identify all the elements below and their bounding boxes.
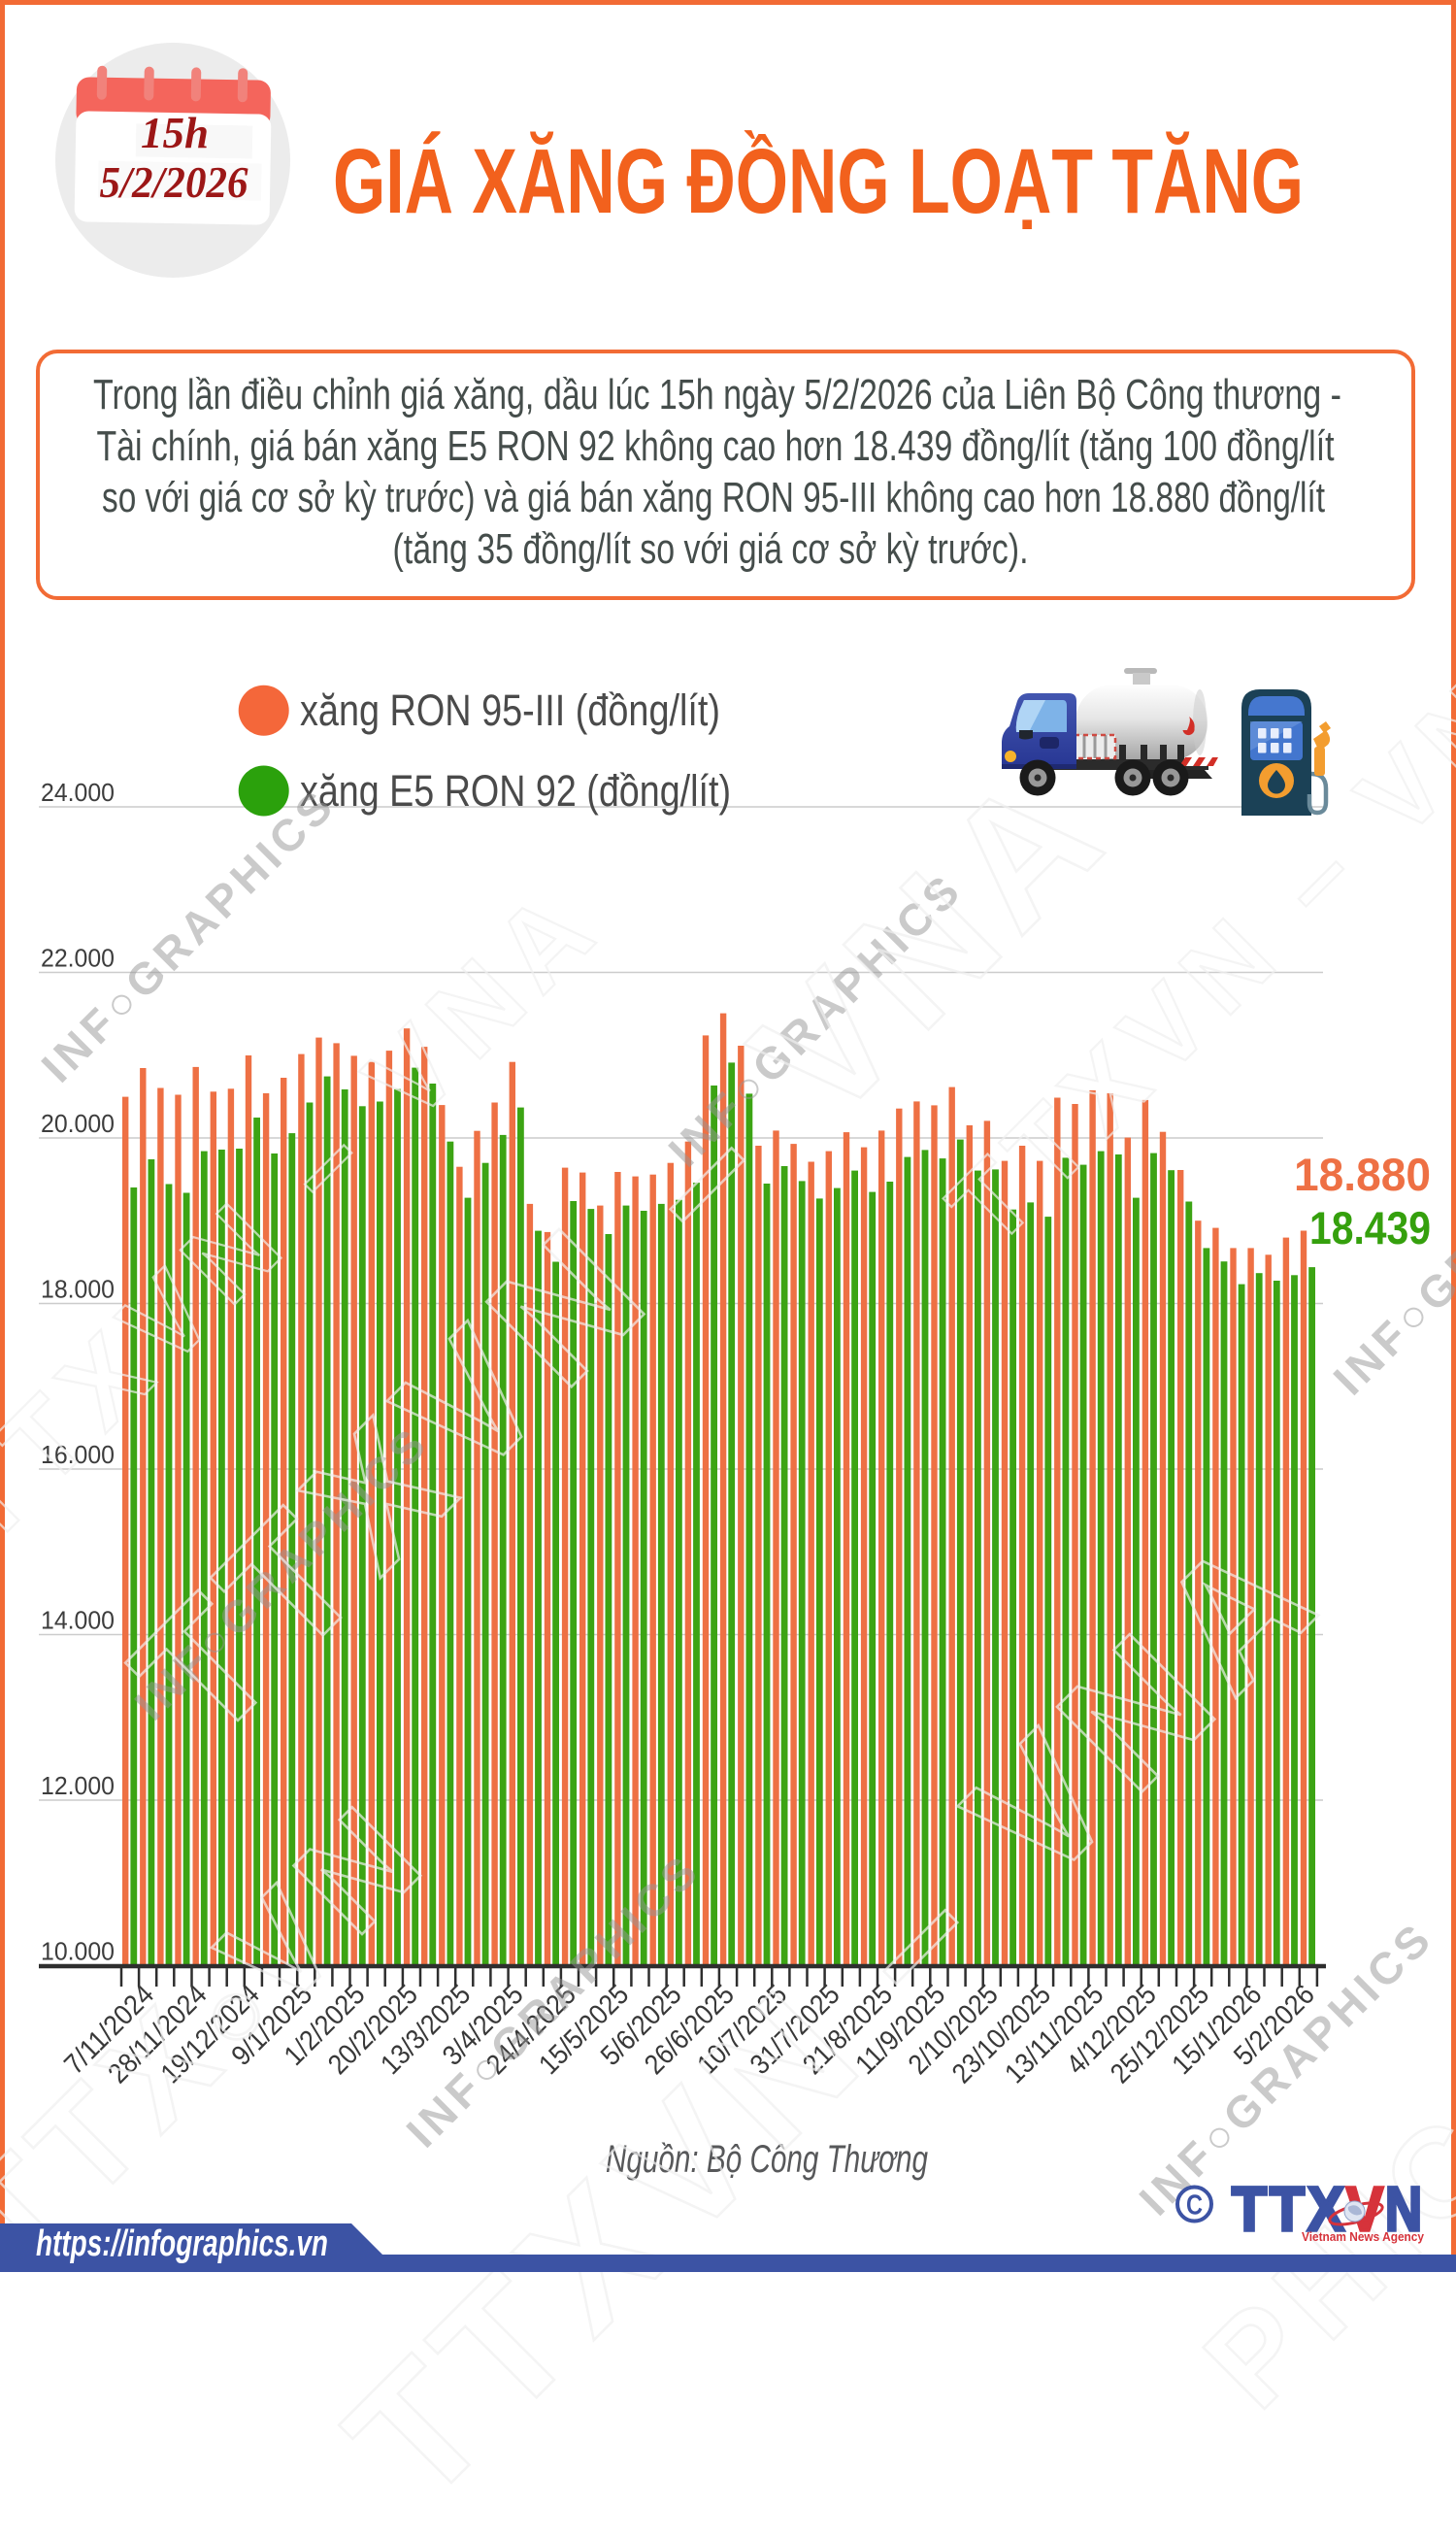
svg-text:Nguồn: Bộ Công Thương: Nguồn: Bộ Công Thương xyxy=(606,2138,928,2181)
svg-text:5/2/2026: 5/2/2026 xyxy=(100,158,248,207)
svg-text:12.000: 12.000 xyxy=(41,1771,115,1800)
svg-text:GIÁ XĂNG ĐỒNG LOẠT TĂNG: GIÁ XĂNG ĐỒNG LOẠT TĂNG xyxy=(333,130,1304,233)
svg-text:Vietnam News Agency: Vietnam News Agency xyxy=(1302,2229,1425,2244)
svg-text:xăng RON 95-III (đồng/lít): xăng RON 95-III (đồng/lít) xyxy=(300,685,720,735)
svg-text:X: X xyxy=(1307,2174,1344,2244)
svg-text:18.000: 18.000 xyxy=(41,1275,115,1304)
svg-text:T: T xyxy=(1270,2174,1305,2244)
svg-text:18.439: 18.439 xyxy=(1309,1202,1431,1253)
svg-text:Tài chính, giá bán xăng E5 RON: Tài chính, giá bán xăng E5 RON 92 không … xyxy=(97,422,1335,470)
svg-text:18.880: 18.880 xyxy=(1294,1149,1431,1200)
svg-text:22.000: 22.000 xyxy=(41,944,115,973)
svg-text:https://infographics.vn: https://infographics.vn xyxy=(36,2223,328,2264)
svg-text:16.000: 16.000 xyxy=(41,1440,115,1469)
svg-text:N: N xyxy=(1385,2174,1422,2244)
svg-text:so với giá cơ sở kỳ trước) và: so với giá cơ sở kỳ trước) và giá bán xă… xyxy=(102,474,1325,521)
svg-text:20.000: 20.000 xyxy=(41,1109,115,1138)
svg-text:Trong lần điều chỉnh giá xăng,: Trong lần điều chỉnh giá xăng, dầu lúc 1… xyxy=(93,371,1341,418)
svg-text:10.000: 10.000 xyxy=(41,1937,115,1966)
svg-text:xăng E5 RON 92 (đồng/lít): xăng E5 RON 92 (đồng/lít) xyxy=(300,766,731,816)
svg-text:15h: 15h xyxy=(141,109,209,157)
svg-text:C: C xyxy=(1186,2190,1203,2222)
svg-text:24.000: 24.000 xyxy=(41,778,115,807)
svg-text:T: T xyxy=(1232,2174,1267,2244)
svg-text:14.000: 14.000 xyxy=(41,1606,115,1635)
svg-text:(tăng 35 đồng/lít so với giá c: (tăng 35 đồng/lít so với giá cơ sở kỳ tr… xyxy=(393,525,1029,573)
